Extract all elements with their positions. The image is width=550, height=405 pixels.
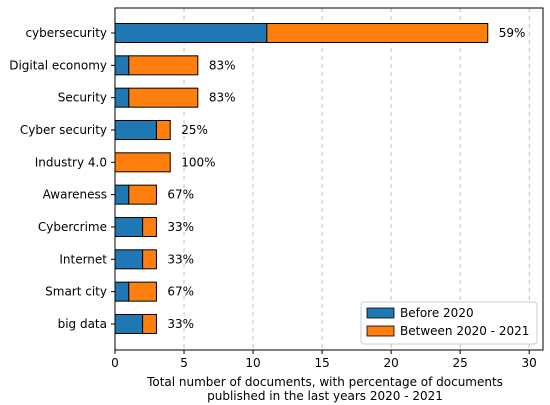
percentage-label: 83% [209, 91, 236, 105]
bar-before-2020 [114, 184, 130, 205]
bar-between-2020-2021 [266, 23, 489, 43]
x-tick-label: 10 [245, 356, 260, 370]
x-axis-label-line1: Total number of documents, with percenta… [146, 375, 503, 389]
bar-before-2020 [114, 87, 130, 108]
legend: Before 2020 Between 2020 - 2021 [360, 301, 538, 345]
x-tick-label: 30 [522, 356, 537, 370]
bar-before-2020 [114, 55, 130, 76]
bars [114, 23, 489, 334]
y-category-label: Security [58, 91, 107, 105]
legend-swatch-before [366, 307, 395, 319]
bar-between-2020-2021 [128, 184, 157, 205]
x-axis-label-line2: published in the last years 2020 - 2021 [207, 389, 443, 403]
y-category-label: cybersecurity [25, 26, 107, 40]
bar-between-2020-2021 [155, 119, 171, 140]
percentage-label: 59% [499, 26, 526, 40]
legend-label-before: Before 2020 [400, 306, 474, 320]
bar-before-2020 [114, 281, 130, 302]
x-axis-ticks: 0 5 10 15 20 25 30 [111, 350, 537, 370]
percentage-label: 83% [209, 58, 236, 72]
bar-before-2020 [114, 23, 268, 43]
x-tick-label: 20 [383, 356, 398, 370]
y-category-label: Awareness [43, 188, 107, 202]
percentage-label: 67% [167, 285, 194, 299]
y-category-label: Digital economy [9, 58, 107, 72]
percentage-label: 100% [181, 155, 215, 169]
y-category-label: Internet [59, 252, 107, 266]
x-tick-label: 25 [453, 356, 468, 370]
bar-before-2020 [114, 216, 144, 237]
bar-between-2020-2021 [142, 313, 157, 334]
y-category-label: Industry 4.0 [35, 155, 107, 169]
grid-lines [183, 8, 530, 350]
bar-before-2020 [114, 119, 157, 140]
y-category-label: big data [58, 317, 107, 331]
percentage-label: 33% [167, 252, 194, 266]
legend-frame [360, 301, 538, 345]
bar-before-2020 [114, 313, 144, 334]
bar-between-2020-2021 [142, 216, 157, 237]
x-tick-label: 5 [180, 356, 188, 370]
legend-label-between: Between 2020 - 2021 [400, 324, 529, 338]
legend-swatch-between [366, 325, 395, 337]
percentage-label: 67% [167, 188, 194, 202]
bar-between-2020-2021 [128, 87, 199, 108]
y-category-label: Cyber security [20, 123, 107, 137]
bar-between-2020-2021 [114, 152, 171, 173]
bar-between-2020-2021 [128, 55, 199, 76]
percentage-label: 33% [167, 317, 194, 331]
bar-between-2020-2021 [142, 249, 157, 270]
plot-frame [114, 7, 544, 351]
bar-between-2020-2021 [128, 281, 157, 302]
percentage-labels: 59% 83% 83% 25% 100% 67% 33% 33% 67% 33% [167, 26, 525, 331]
bar-before-2020 [114, 249, 144, 270]
y-category-label: Cybercrime [38, 220, 107, 234]
percentage-label: 33% [167, 220, 194, 234]
y-category-label: Smart city [45, 285, 107, 299]
y-axis-ticks: cybersecurity Digital economy Security Cybe… [9, 26, 115, 331]
x-tick-label: 15 [314, 356, 329, 370]
x-tick-label: 0 [111, 356, 119, 370]
percentage-label: 25% [181, 123, 208, 137]
